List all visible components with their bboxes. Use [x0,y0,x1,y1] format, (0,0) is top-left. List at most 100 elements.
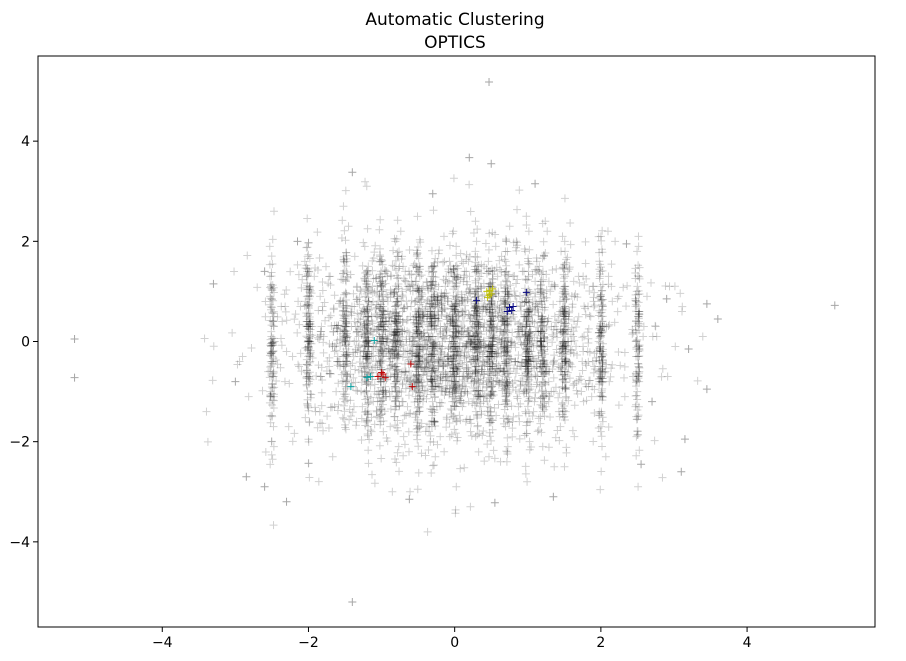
noise-point [438,355,447,364]
noise-point [422,363,431,372]
noise-point [326,281,335,290]
noise-point [597,407,606,416]
noise-point [387,314,396,323]
noise-point [350,317,359,326]
noise-point [545,367,554,376]
noise-point [393,416,402,425]
noise-point [479,337,488,346]
noise-point [428,299,437,308]
noise-point [493,301,502,310]
noise-point [398,287,407,296]
noise-point [442,413,451,422]
noise-point [334,400,343,409]
noise-point [492,411,501,420]
noise-point [339,314,348,323]
noise-point [360,342,369,351]
noise-point [577,387,586,396]
noise-point [525,327,534,336]
noise-point [538,322,547,331]
noise-point [633,347,642,356]
noise-point [282,285,291,294]
noise-point [516,382,525,391]
noise-point [415,422,424,431]
noise-point [436,376,445,385]
noise-point [449,351,458,360]
noise-point [393,328,402,337]
noise-point [441,324,450,333]
noise-point [268,338,277,347]
noise-point [253,283,262,292]
noise-point [413,242,422,251]
noise-point [301,264,310,273]
noise-point [474,327,483,336]
noise-point [633,377,642,386]
noise-point [578,357,587,366]
noise-point [544,377,553,386]
noise-point [426,431,435,440]
noise-point [372,389,381,398]
noise-point [533,323,542,332]
noise-point [521,407,530,416]
noise-point [378,334,387,343]
noise-point [549,325,558,334]
noise-point [436,372,445,381]
noise-point [323,412,332,421]
noise-point [532,254,541,263]
noise-point [370,387,379,396]
noise-point [502,277,511,286]
noise-point [544,314,553,323]
noise-point [502,326,511,335]
noise-point [266,302,275,311]
noise-point [446,405,455,414]
noise-point [463,372,472,381]
noise-point [560,302,569,311]
noise-point [658,364,667,373]
noise-point [305,334,314,343]
noise-point [526,305,535,314]
noise-point [355,341,364,350]
noise-point [422,336,431,345]
noise-point [529,407,538,416]
noise-point [575,278,584,287]
noise-point [392,347,401,356]
noise-point [444,297,453,306]
noise-point [494,335,503,344]
noise-point [562,361,571,370]
noise-point [657,372,666,381]
noise-point [465,332,474,341]
noise-point [452,369,461,378]
noise-point [267,332,276,341]
noise-point [391,330,400,339]
noise-point [503,442,512,451]
noise-point [338,325,347,334]
noise-point [634,314,643,323]
noise-point [393,448,402,457]
noise-point [500,348,509,357]
noise-point [393,372,402,381]
noise-point [556,327,565,336]
noise-point [268,235,277,244]
noise-point [302,309,311,318]
noise-point [422,317,431,326]
noise-point [304,322,313,331]
noise-point [415,307,424,316]
noise-point [367,365,376,374]
noise-point [424,322,433,331]
noise-point [597,301,606,310]
noise-point [360,242,369,251]
noise-point [532,341,541,350]
noise-point [542,270,551,279]
noise-point [456,464,465,473]
noise-point [318,278,327,287]
noise-point [342,268,351,277]
noise-point [490,454,499,463]
noise-point [558,407,567,416]
noise-point [520,431,529,440]
noise-point [446,319,455,328]
noise-point [561,355,570,364]
noise-point [601,367,610,376]
noise-point [562,355,571,364]
noise-point [392,373,401,382]
noise-point [461,382,470,391]
noise-point [631,326,640,335]
